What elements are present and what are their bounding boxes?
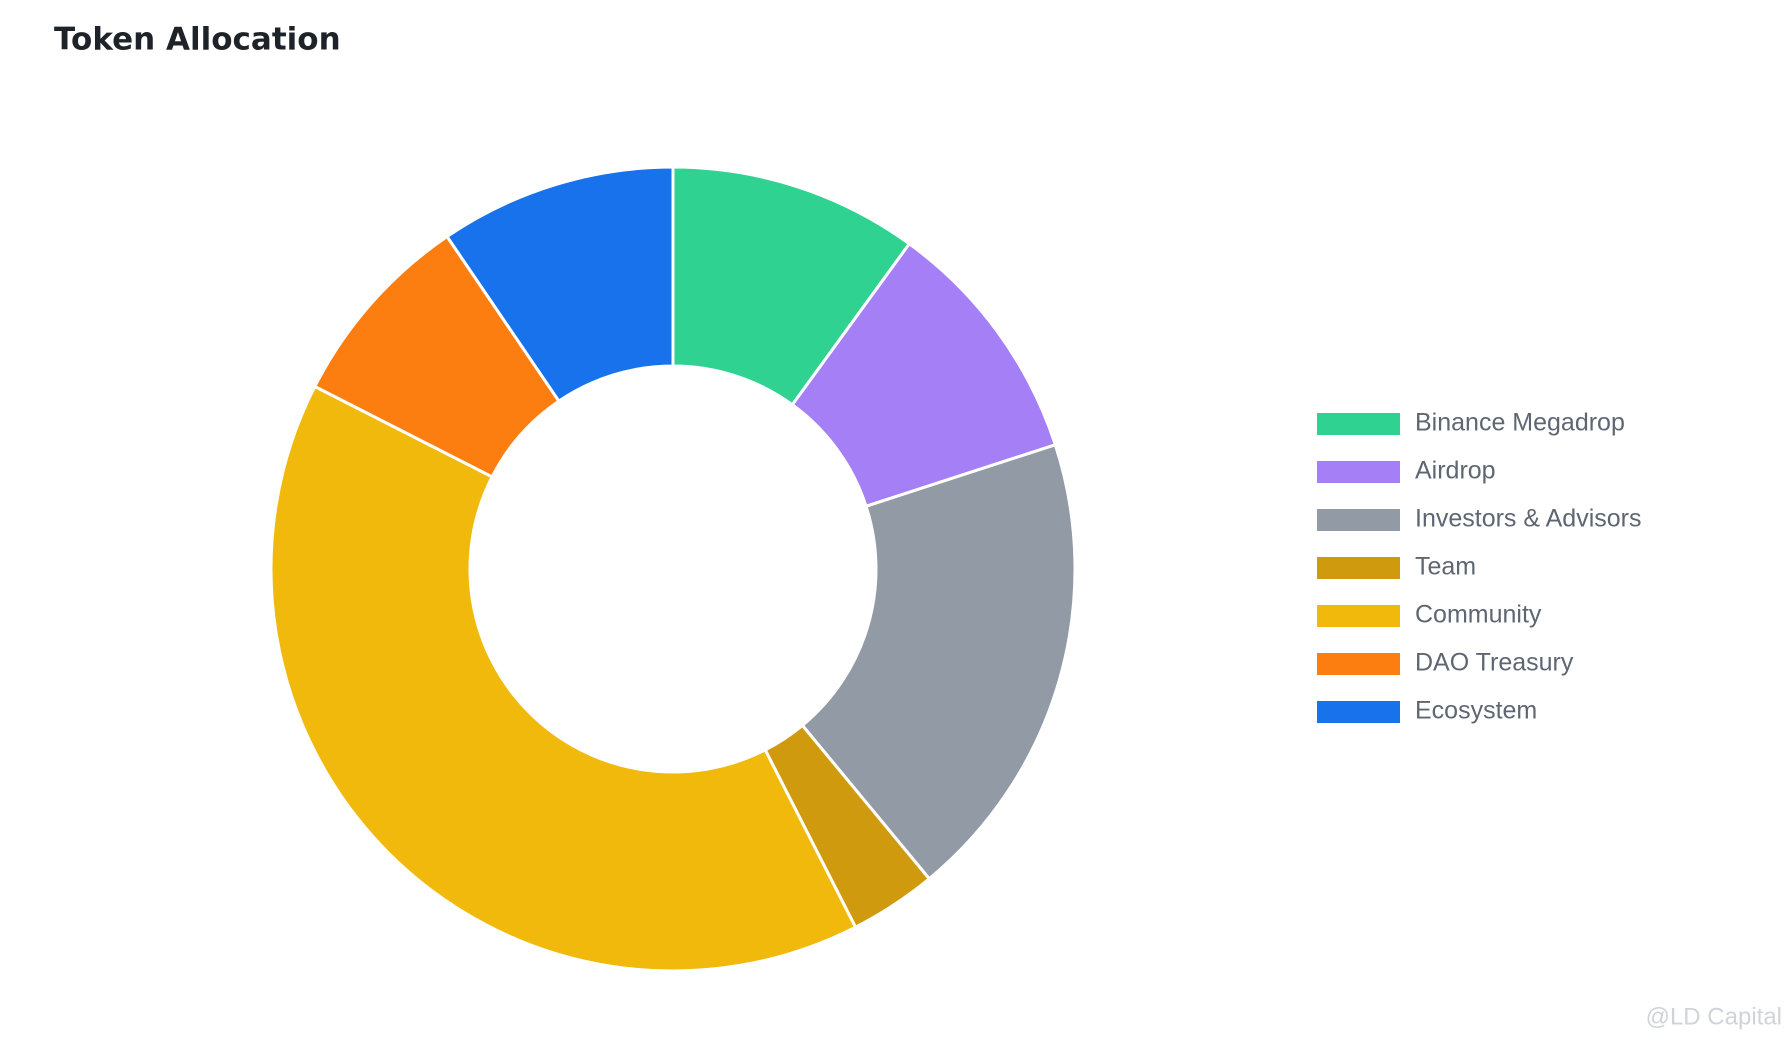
legend-swatch[interactable] (1317, 461, 1400, 483)
legend-label[interactable]: Ecosystem (1415, 697, 1537, 725)
legend-swatch[interactable] (1317, 653, 1400, 675)
slice (671, 165, 912, 407)
legend-label[interactable]: Airdrop (1415, 457, 1496, 485)
slice (269, 384, 858, 973)
slice (444, 165, 675, 404)
legend-label[interactable]: Community (1415, 601, 1542, 629)
legend-label[interactable]: Investors & Advisors (1415, 505, 1641, 533)
legend-swatch[interactable] (1317, 557, 1400, 579)
chart-title: Token Allocation (54, 22, 341, 58)
slice (790, 241, 1058, 509)
legend-swatch[interactable] (1317, 701, 1400, 723)
legend-label[interactable]: DAO Treasury (1415, 649, 1574, 677)
watermark: @LD Capital (1646, 1003, 1782, 1030)
legend-label[interactable]: Team (1415, 553, 1476, 581)
legend-swatch[interactable] (1317, 413, 1400, 435)
legend-label[interactable]: Binance Megadrop (1415, 409, 1625, 437)
legend-swatch[interactable] (1317, 509, 1400, 531)
slice (800, 442, 1077, 881)
legend-swatch[interactable] (1317, 605, 1400, 627)
